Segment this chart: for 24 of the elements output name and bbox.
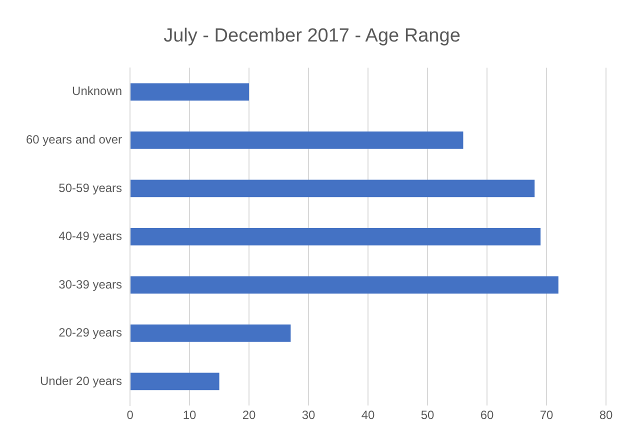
y-tick-label: 20-29 years	[58, 326, 122, 340]
bar	[130, 324, 291, 342]
y-tick-label: Under 20 years	[40, 374, 122, 388]
chart-title: July - December 2017 - Age Range	[164, 26, 460, 47]
x-tick-label: 70	[540, 408, 554, 422]
x-tick-label: 20	[242, 408, 256, 422]
y-tick-label: 60 years and over	[26, 132, 122, 146]
x-tick-label: 30	[302, 408, 316, 422]
y-tick-label: 50-59 years	[58, 180, 122, 195]
x-tick-label: 10	[182, 408, 197, 422]
bar	[130, 132, 464, 149]
x-tick-label: 40	[361, 408, 376, 422]
x-tick-label: 0	[126, 408, 134, 422]
x-tick-label: 80	[599, 408, 613, 422]
bar	[130, 228, 541, 246]
y-tick-label: 30-39 years	[58, 277, 122, 292]
bar	[130, 83, 250, 101]
bar	[130, 180, 535, 198]
bar	[130, 276, 558, 294]
y-tick-label: Unknown	[72, 84, 122, 98]
y-tick-label: 40-49 years	[58, 229, 122, 244]
bar	[130, 372, 220, 390]
x-tick-label: 60	[480, 408, 494, 422]
x-tick-label: 50	[420, 408, 435, 422]
